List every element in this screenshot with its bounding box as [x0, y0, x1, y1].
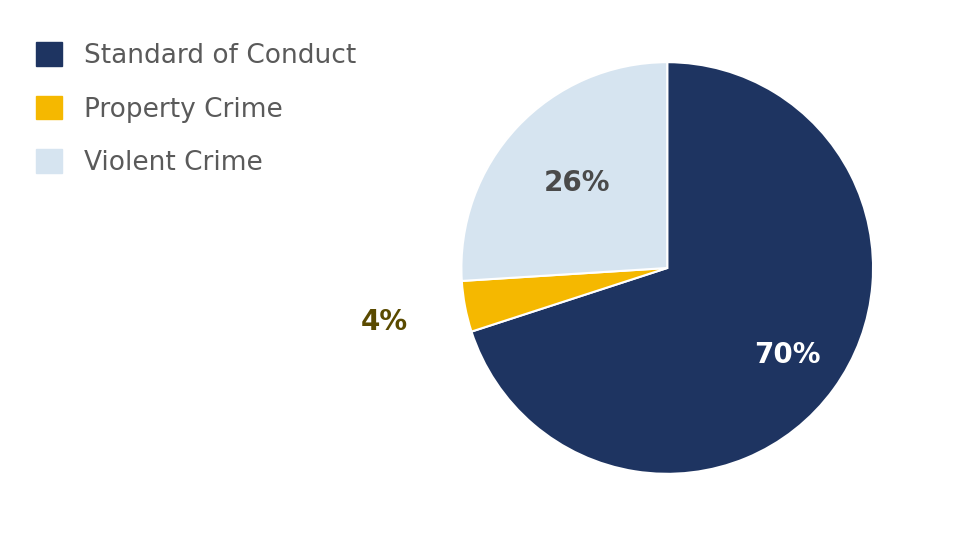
Text: 4%: 4% [361, 308, 408, 336]
Wedge shape [462, 268, 667, 332]
Text: 26%: 26% [544, 169, 610, 197]
Wedge shape [472, 62, 873, 474]
Wedge shape [461, 62, 667, 281]
Text: 70%: 70% [754, 341, 820, 369]
Legend: Standard of Conduct, Property Crime, Violent Crime: Standard of Conduct, Property Crime, Vio… [23, 29, 369, 189]
